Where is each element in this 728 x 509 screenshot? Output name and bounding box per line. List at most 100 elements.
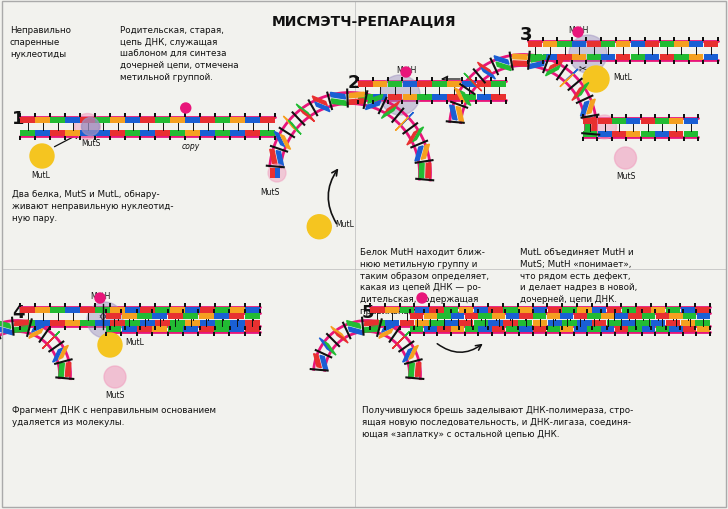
Polygon shape bbox=[14, 327, 28, 332]
Bar bbox=[94, 137, 96, 140]
Bar bbox=[259, 326, 261, 330]
Bar bbox=[695, 307, 710, 314]
Bar bbox=[154, 114, 156, 118]
Bar bbox=[462, 95, 476, 101]
Polygon shape bbox=[469, 78, 482, 92]
Polygon shape bbox=[364, 327, 378, 332]
Bar bbox=[491, 95, 506, 101]
Bar bbox=[628, 332, 629, 336]
Bar bbox=[505, 332, 507, 336]
Bar bbox=[586, 332, 588, 336]
Bar bbox=[598, 119, 612, 125]
Bar bbox=[703, 55, 718, 61]
Bar bbox=[695, 303, 696, 307]
Bar bbox=[109, 114, 111, 118]
Bar bbox=[109, 326, 111, 330]
Bar bbox=[183, 326, 198, 332]
Bar bbox=[410, 314, 424, 319]
Bar bbox=[543, 42, 557, 48]
Bar bbox=[709, 326, 711, 330]
Bar bbox=[199, 314, 213, 319]
Bar bbox=[446, 101, 448, 105]
Bar bbox=[628, 314, 641, 319]
Bar bbox=[110, 320, 124, 326]
Polygon shape bbox=[349, 93, 364, 99]
Bar bbox=[214, 326, 229, 332]
Bar bbox=[372, 101, 373, 105]
Bar bbox=[184, 326, 186, 330]
Bar bbox=[668, 115, 670, 119]
Bar bbox=[450, 332, 452, 336]
Bar bbox=[572, 42, 586, 48]
Bar bbox=[612, 132, 626, 138]
Polygon shape bbox=[395, 118, 408, 131]
Bar bbox=[488, 320, 503, 326]
Bar bbox=[50, 320, 65, 326]
Bar bbox=[94, 303, 96, 307]
Polygon shape bbox=[312, 97, 328, 106]
Bar bbox=[154, 303, 156, 307]
Bar bbox=[230, 307, 245, 314]
Bar bbox=[35, 131, 50, 137]
Bar bbox=[542, 61, 544, 65]
Bar bbox=[274, 114, 276, 118]
Circle shape bbox=[417, 293, 427, 303]
Bar bbox=[587, 55, 601, 61]
Bar bbox=[373, 95, 387, 101]
Bar bbox=[475, 78, 478, 82]
Bar bbox=[20, 320, 35, 326]
Bar bbox=[34, 137, 36, 140]
Bar bbox=[505, 101, 507, 105]
Bar bbox=[502, 326, 504, 330]
Bar bbox=[369, 303, 371, 307]
Bar bbox=[612, 119, 626, 125]
Bar bbox=[491, 309, 493, 314]
Bar bbox=[487, 303, 489, 307]
Bar bbox=[519, 326, 532, 332]
Text: MutS: MutS bbox=[81, 139, 100, 148]
Bar bbox=[124, 303, 126, 307]
Bar bbox=[167, 326, 183, 332]
Bar bbox=[669, 314, 683, 319]
Bar bbox=[137, 326, 152, 332]
Bar bbox=[654, 115, 656, 119]
Bar bbox=[475, 101, 478, 105]
Polygon shape bbox=[587, 100, 596, 115]
Bar bbox=[200, 118, 215, 124]
Polygon shape bbox=[349, 100, 364, 105]
Bar bbox=[517, 326, 519, 330]
Bar bbox=[596, 138, 598, 142]
Bar bbox=[572, 55, 586, 61]
Bar bbox=[401, 78, 403, 82]
Bar bbox=[717, 61, 719, 65]
Bar bbox=[398, 326, 400, 330]
Bar bbox=[464, 309, 465, 314]
Bar bbox=[357, 78, 359, 82]
Polygon shape bbox=[52, 349, 63, 362]
Bar bbox=[459, 320, 473, 326]
Text: MutL: MutL bbox=[125, 338, 144, 347]
Circle shape bbox=[30, 145, 54, 168]
Bar bbox=[666, 320, 680, 326]
Text: MutH: MutH bbox=[90, 292, 110, 300]
Polygon shape bbox=[545, 66, 561, 77]
Polygon shape bbox=[403, 349, 412, 362]
Circle shape bbox=[307, 215, 331, 239]
Bar bbox=[492, 326, 505, 332]
Polygon shape bbox=[349, 327, 363, 335]
Bar bbox=[229, 326, 231, 330]
Bar bbox=[384, 303, 386, 307]
Bar bbox=[464, 332, 465, 336]
Bar bbox=[703, 61, 705, 65]
Bar bbox=[384, 326, 386, 330]
Bar bbox=[20, 118, 35, 124]
Bar bbox=[561, 303, 563, 307]
Bar bbox=[125, 307, 140, 314]
Polygon shape bbox=[280, 135, 290, 150]
Bar bbox=[574, 326, 587, 332]
Bar bbox=[683, 326, 696, 332]
Bar bbox=[34, 326, 36, 330]
Text: Два белка, MutS и MutL, обнару-
живают неправильную нуклеотид-
ную пару.: Два белка, MutS и MutL, обнару- живают н… bbox=[12, 190, 173, 222]
Bar bbox=[587, 326, 601, 332]
Bar bbox=[230, 118, 245, 124]
